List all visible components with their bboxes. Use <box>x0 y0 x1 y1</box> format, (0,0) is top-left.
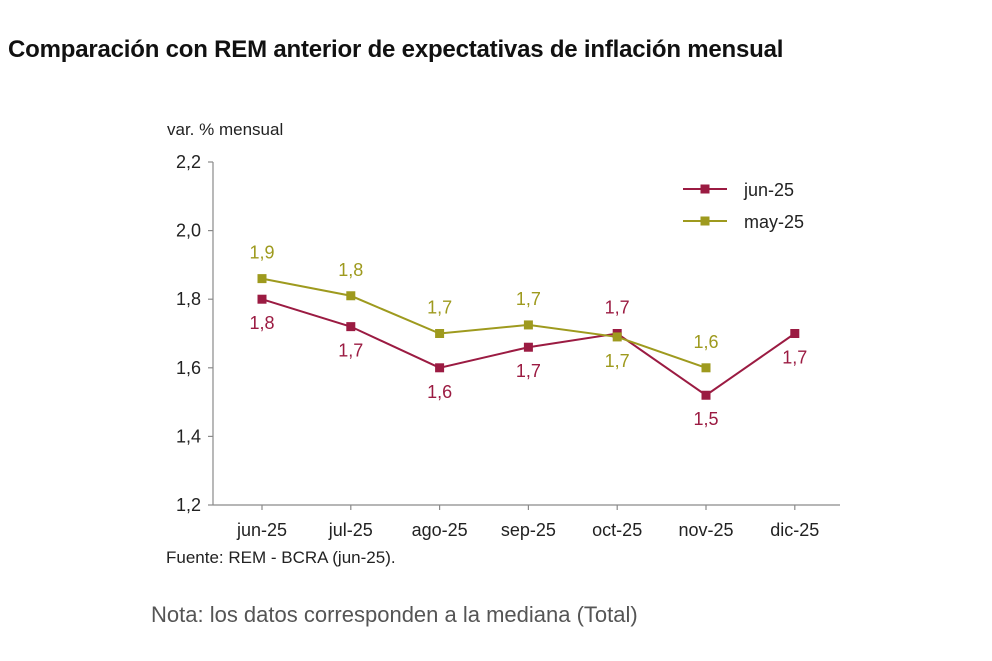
x-tick-label: nov-25 <box>678 520 733 540</box>
y-tick-label: 1,6 <box>176 358 201 378</box>
y-tick-label: 2,0 <box>176 221 201 241</box>
data-label: 1,7 <box>605 298 630 318</box>
data-label: 1,6 <box>693 332 718 352</box>
data-point-jun-25 <box>435 363 445 373</box>
data-label: 1,7 <box>516 361 541 381</box>
x-tick-label: ago-25 <box>412 520 468 540</box>
x-tick-label: dic-25 <box>770 520 819 540</box>
data-point-jun-25 <box>346 322 356 332</box>
series-line-may-25 <box>261 277 707 369</box>
data-point-may-25 <box>435 329 445 338</box>
data-label: 1,8 <box>249 313 274 333</box>
data-point-jun-25 <box>257 294 267 304</box>
data-labels: 1,8 1,7 1,6 1,7 1,7 1,5 1,7 1,9 1,8 1,7 1,7 1,7 1,6 <box>249 243 807 430</box>
data-label: 1,7 <box>516 289 541 309</box>
data-label: 1,5 <box>693 409 718 429</box>
series-markers <box>257 274 800 400</box>
data-label: 1,9 <box>249 243 274 263</box>
x-tick-label: oct-25 <box>592 520 642 540</box>
data-point-jun-25 <box>790 329 800 338</box>
data-label: 1,7 <box>605 351 630 371</box>
data-point-may-25 <box>612 332 622 342</box>
y-tick-label: 1,8 <box>176 289 201 309</box>
data-point-jun-25 <box>701 390 711 400</box>
x-tick-label: jul-25 <box>328 520 373 540</box>
data-point-jun-25 <box>523 342 533 352</box>
legend-label: jun-25 <box>743 180 794 200</box>
data-label: 1,6 <box>427 382 452 402</box>
legend-marker <box>700 184 710 194</box>
data-label: 1,8 <box>338 260 363 280</box>
footnote: Nota: los datos corresponden a la median… <box>151 602 638 627</box>
x-tick-label: jun-25 <box>236 520 287 540</box>
x-tick-label: sep-25 <box>501 520 556 540</box>
data-label: 1,7 <box>338 341 363 361</box>
chart-title: Comparación con REM anterior de expectat… <box>8 36 784 63</box>
y-tick-label: 2,2 <box>176 152 201 172</box>
y-tick-label: 1,2 <box>176 495 201 515</box>
data-point-may-25 <box>701 363 711 373</box>
data-point-may-25 <box>346 291 356 301</box>
chart-legend: jun-25 may-25 <box>683 180 804 232</box>
source-note: Fuente: REM - BCRA (jun-25). <box>166 548 396 567</box>
data-label: 1,7 <box>782 348 807 368</box>
legend-label: may-25 <box>744 212 804 232</box>
y-tick-label: 1,4 <box>176 426 201 446</box>
data-label: 1,7 <box>427 298 452 318</box>
y-axis-title: var. % mensual <box>167 120 283 139</box>
data-point-may-25 <box>257 274 267 284</box>
data-point-may-25 <box>523 320 533 330</box>
legend-marker <box>700 216 710 226</box>
